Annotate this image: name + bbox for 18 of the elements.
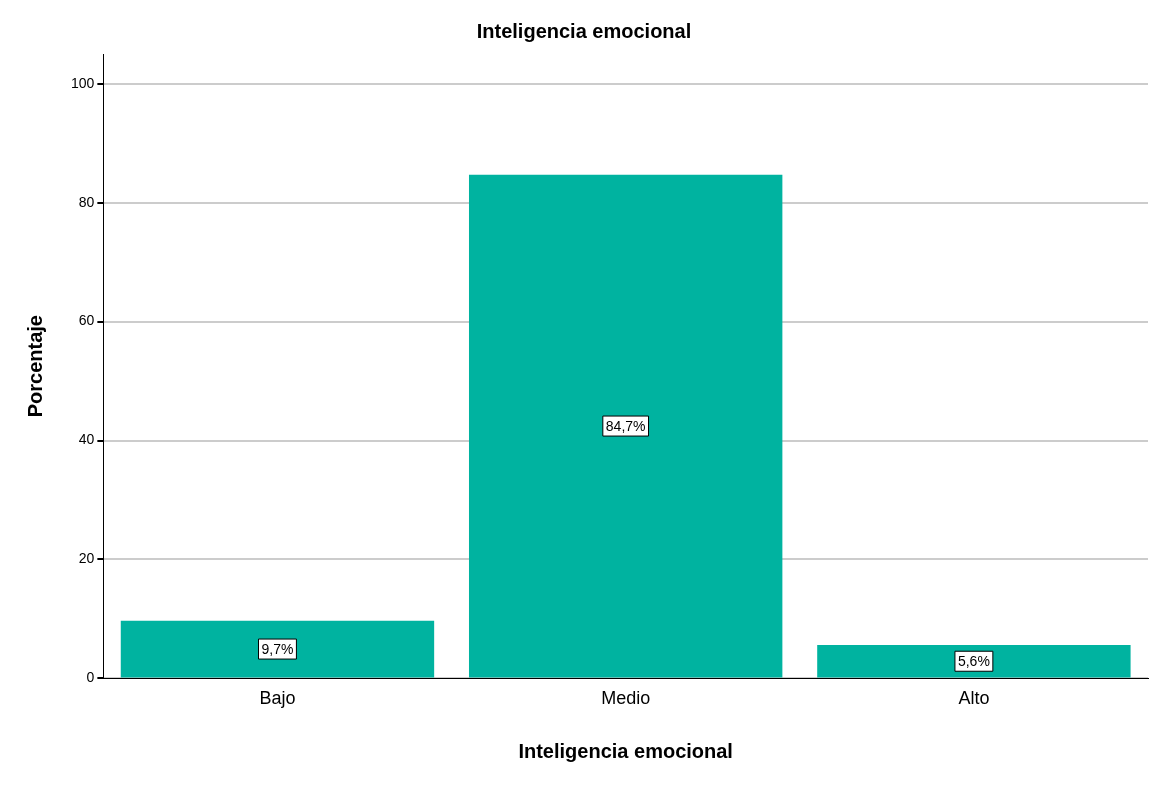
y-tick-label: 100: [71, 74, 95, 91]
x-axis-title: Inteligencia emocional: [518, 739, 733, 762]
y-tick-label: 60: [78, 312, 95, 329]
y-tick-label: 80: [78, 193, 95, 210]
data-label: 9,7%: [261, 640, 294, 657]
data-label: 84,7%: [605, 417, 646, 434]
y-tick-label: 40: [78, 431, 95, 448]
y-tick-label: 0: [86, 669, 95, 686]
x-tick-label: Alto: [958, 688, 990, 709]
x-tick-label: Medio: [601, 688, 651, 709]
data-label: 5,6%: [957, 653, 990, 670]
y-tick-label: 20: [78, 550, 95, 567]
y-axis-title: Porcentaje: [23, 315, 46, 418]
bar: [120, 620, 435, 678]
chart-title: Inteligencia emocional: [476, 19, 692, 42]
bar: [468, 174, 783, 678]
bar: [817, 645, 1131, 678]
x-tick-label: Bajo: [259, 688, 296, 709]
